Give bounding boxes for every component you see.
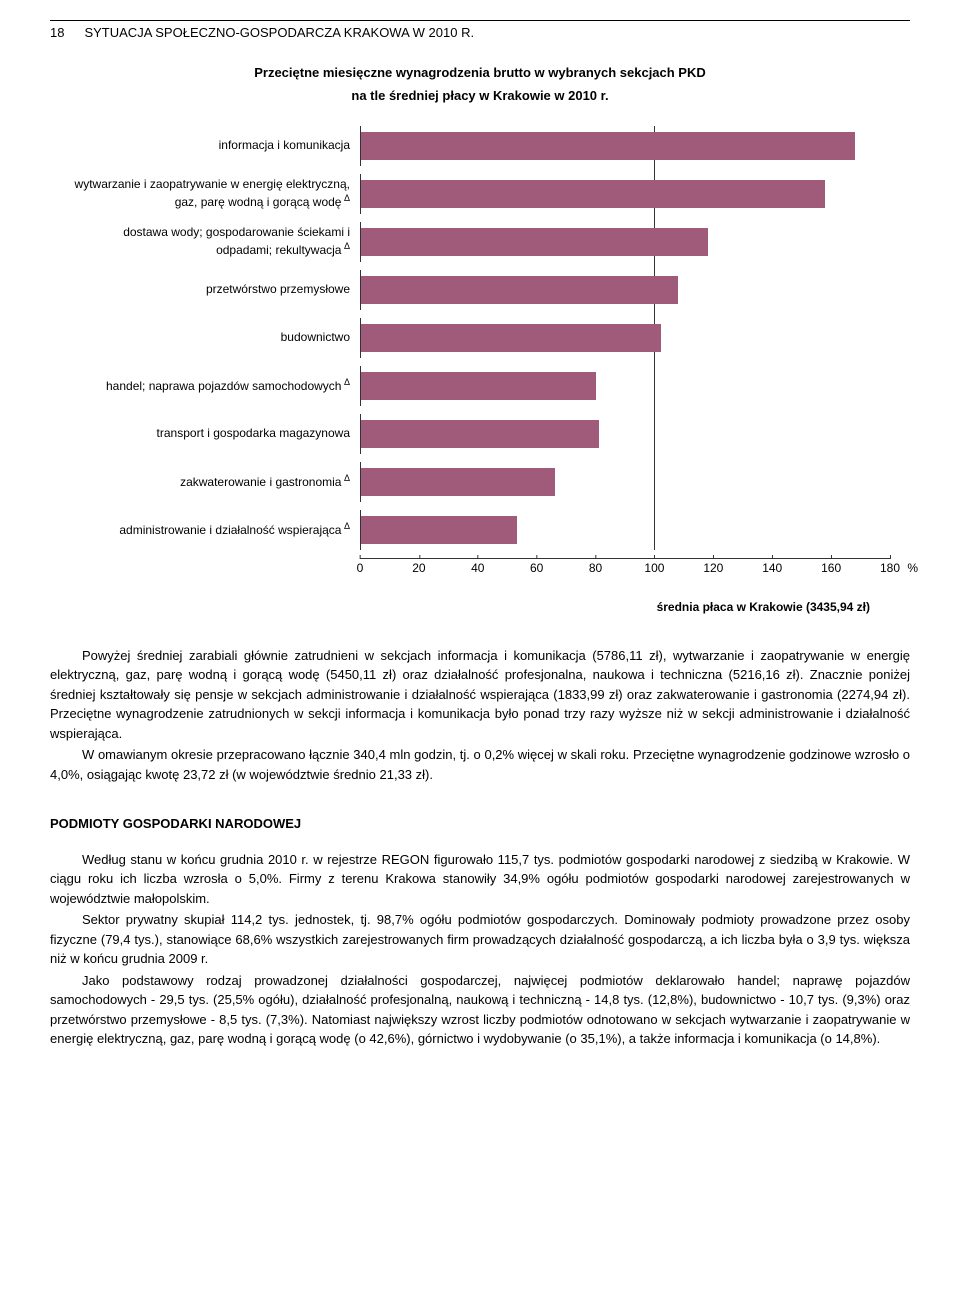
chart-subtitle: na tle średniej płacy w Krakowie w 2010 … bbox=[50, 86, 910, 106]
chart-row: dostawa wody; gospodarowanie ściekami i … bbox=[70, 222, 890, 262]
chart-bar bbox=[361, 324, 661, 352]
axis-tick: 180 bbox=[880, 559, 900, 577]
section-heading: PODMIOTY GOSPODARKI NARODOWEJ bbox=[50, 814, 910, 834]
chart-row: administrowanie i działalność wspierając… bbox=[70, 510, 890, 550]
chart-bar bbox=[361, 228, 708, 256]
chart-bar bbox=[361, 180, 825, 208]
page-header: 18 SYTUACJA SPOŁECZNO-GOSPODARCZA KRAKOW… bbox=[50, 20, 910, 43]
chart-bar-area bbox=[360, 366, 890, 406]
chart-row: zakwaterowanie i gastronomia Δ bbox=[70, 462, 890, 502]
chart-bar-area bbox=[360, 222, 890, 262]
chart-bar-area bbox=[360, 318, 890, 358]
body-text-2: Według stanu w końcu grudnia 2010 r. w r… bbox=[50, 850, 910, 1049]
chart-label: administrowanie i działalność wspierając… bbox=[70, 521, 360, 539]
axis-tick: 160 bbox=[821, 559, 841, 577]
chart-bar-area bbox=[360, 462, 890, 502]
chart-label: budownictwo bbox=[70, 330, 360, 346]
chart-legend: średnia płaca w Krakowie (3435,94 zł) bbox=[50, 598, 870, 616]
chart-label: informacja i komunikacja bbox=[70, 138, 360, 154]
chart-bar-area bbox=[360, 270, 890, 310]
paragraph: Powyżej średniej zarabiali głównie zatru… bbox=[50, 646, 910, 744]
chart-bar bbox=[361, 420, 599, 448]
delta-marker: Δ bbox=[341, 473, 350, 483]
chart-label: dostawa wody; gospodarowanie ściekami i … bbox=[70, 225, 360, 258]
chart-row: transport i gospodarka magazynowa bbox=[70, 414, 890, 454]
chart-label: handel; naprawa pojazdów samochodowych Δ bbox=[70, 377, 360, 395]
paragraph: W omawianym okresie przepracowano łączni… bbox=[50, 745, 910, 784]
chart-row: budownictwo bbox=[70, 318, 890, 358]
chart-bar-area bbox=[360, 414, 890, 454]
chart-bar-area bbox=[360, 174, 890, 214]
axis-tick: 60 bbox=[530, 559, 543, 577]
axis-tick: 100 bbox=[644, 559, 664, 577]
chart-bar-area bbox=[360, 510, 890, 550]
salary-chart: informacja i komunikacja wytwarzanie i za… bbox=[70, 126, 890, 578]
chart-bar bbox=[361, 276, 678, 304]
header-title: SYTUACJA SPOŁECZNO-GOSPODARCZA KRAKOWA W… bbox=[84, 23, 474, 43]
axis-unit: % bbox=[907, 559, 918, 577]
chart-bar bbox=[361, 372, 596, 400]
chart-bar bbox=[361, 516, 517, 544]
page-number: 18 bbox=[50, 23, 64, 43]
axis-tick: 0 bbox=[357, 559, 364, 577]
chart-label: transport i gospodarka magazynowa bbox=[70, 426, 360, 442]
chart-bar-area bbox=[360, 126, 890, 166]
paragraph: Według stanu w końcu grudnia 2010 r. w r… bbox=[50, 850, 910, 909]
chart-label: wytwarzanie i zaopatrywanie w energię el… bbox=[70, 177, 360, 210]
chart-row: handel; naprawa pojazdów samochodowych Δ bbox=[70, 366, 890, 406]
axis-tick: 80 bbox=[589, 559, 602, 577]
axis-tick: 140 bbox=[762, 559, 782, 577]
chart-row: przetwórstwo przemysłowe bbox=[70, 270, 890, 310]
chart-bar bbox=[361, 132, 855, 160]
chart-label: zakwaterowanie i gastronomia Δ bbox=[70, 473, 360, 491]
chart-row: wytwarzanie i zaopatrywanie w energię el… bbox=[70, 174, 890, 214]
paragraph: Jako podstawowy rodzaj prowadzonej dział… bbox=[50, 971, 910, 1049]
chart-title: Przeciętne miesięczne wynagrodzenia brut… bbox=[50, 63, 910, 83]
body-text-1: Powyżej średniej zarabiali głównie zatru… bbox=[50, 646, 910, 785]
delta-marker: Δ bbox=[341, 377, 350, 387]
axis-tick: 20 bbox=[412, 559, 425, 577]
axis-tick: 40 bbox=[471, 559, 484, 577]
delta-marker: Δ bbox=[341, 521, 350, 531]
delta-marker: Δ bbox=[341, 193, 350, 203]
chart-row: informacja i komunikacja bbox=[70, 126, 890, 166]
chart-label: przetwórstwo przemysłowe bbox=[70, 282, 360, 298]
axis-tick: 120 bbox=[703, 559, 723, 577]
delta-marker: Δ bbox=[341, 241, 350, 251]
paragraph: Sektor prywatny skupiał 114,2 tys. jedno… bbox=[50, 910, 910, 969]
chart-bar bbox=[361, 468, 555, 496]
